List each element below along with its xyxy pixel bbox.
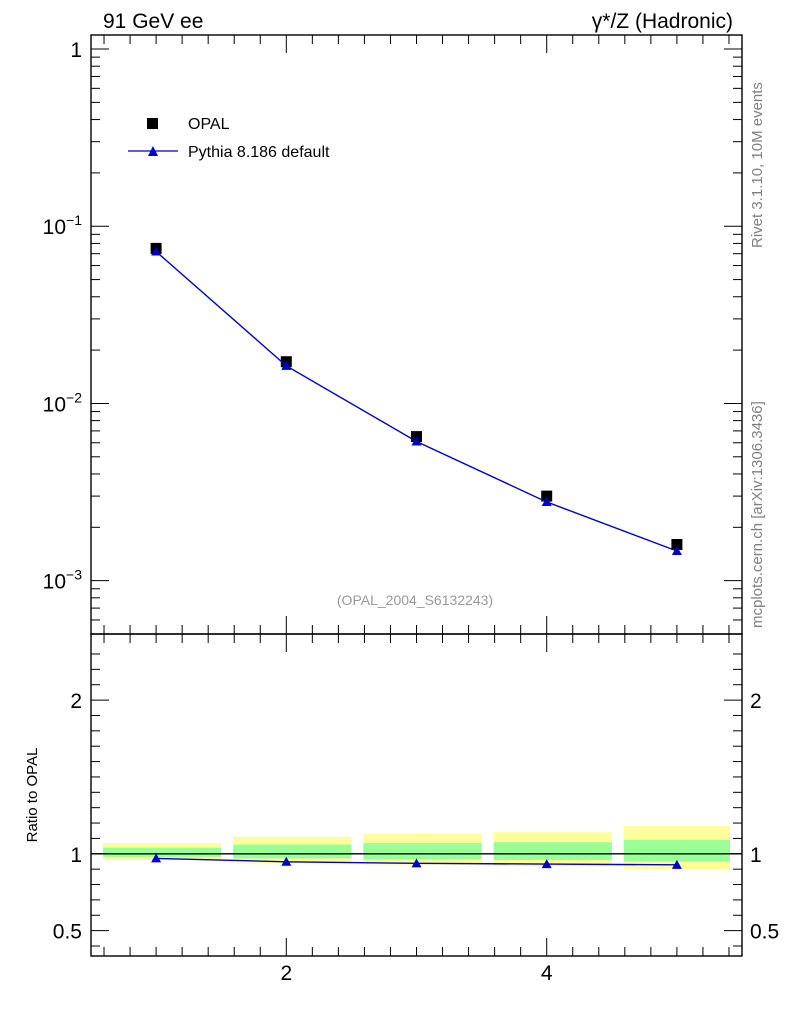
legend-data-label: OPAL bbox=[188, 116, 230, 133]
ratio-y-tick-label: 0.5 bbox=[53, 921, 82, 944]
ratio-band-inner bbox=[623, 839, 730, 862]
x-tick-label: 4 bbox=[541, 962, 553, 985]
ratio-y-tick-label-right: 1 bbox=[750, 844, 762, 867]
ratio-band-inner bbox=[493, 842, 612, 860]
ratio-y-tick-label-right: 0.5 bbox=[750, 921, 779, 944]
analysis-id: (OPAL_2004_S6132243) bbox=[337, 592, 493, 608]
left-title: 91 GeV ee bbox=[103, 10, 203, 33]
ratio-y-tick-label: 1 bbox=[70, 844, 82, 867]
legend-mc-marker bbox=[148, 146, 158, 156]
x-tick-label: 2 bbox=[280, 962, 292, 985]
source-label: mcplots.cern.ch [arXiv:1306.3436] bbox=[749, 401, 766, 628]
ratio-band-inner bbox=[233, 844, 352, 859]
ratio-mc-point bbox=[281, 856, 292, 866]
mc-point bbox=[151, 246, 162, 256]
mc-line bbox=[155, 250, 678, 552]
ratio-y-tick-label-right: 2 bbox=[750, 690, 762, 713]
ratio-mc-point bbox=[151, 853, 162, 863]
legend-data-marker bbox=[147, 118, 158, 129]
ratio-band-inner bbox=[363, 843, 482, 860]
y-tick-label: 10−2 bbox=[43, 389, 83, 416]
mc-point bbox=[671, 546, 682, 556]
ratio-frame bbox=[90, 633, 743, 957]
ratio-y-tick-label: 2 bbox=[70, 690, 82, 713]
data-point bbox=[671, 538, 683, 550]
ratio-mc-point bbox=[671, 859, 682, 869]
legend: OPAL Pythia 8.186 default bbox=[128, 116, 330, 161]
ratio-mc-point bbox=[541, 859, 552, 869]
ratio-mc-point bbox=[411, 858, 422, 868]
y-tick-label: 10−1 bbox=[43, 212, 83, 239]
mc-point bbox=[411, 436, 422, 446]
data-point bbox=[541, 490, 553, 502]
legend-mc-label: Pythia 8.186 default bbox=[188, 144, 330, 161]
mc-point bbox=[281, 360, 292, 370]
y-tick-label: 1 bbox=[70, 39, 82, 62]
right-title: γ*/Z (Hadronic) bbox=[592, 10, 733, 33]
ratio-band-inner bbox=[103, 847, 222, 857]
mc-point bbox=[541, 496, 552, 506]
y-tick-label: 10−3 bbox=[43, 567, 83, 594]
ratio-ylabel: Ratio to OPAL bbox=[24, 748, 41, 843]
rivet-label: Rivet 3.1.10, 10M events bbox=[749, 82, 766, 248]
